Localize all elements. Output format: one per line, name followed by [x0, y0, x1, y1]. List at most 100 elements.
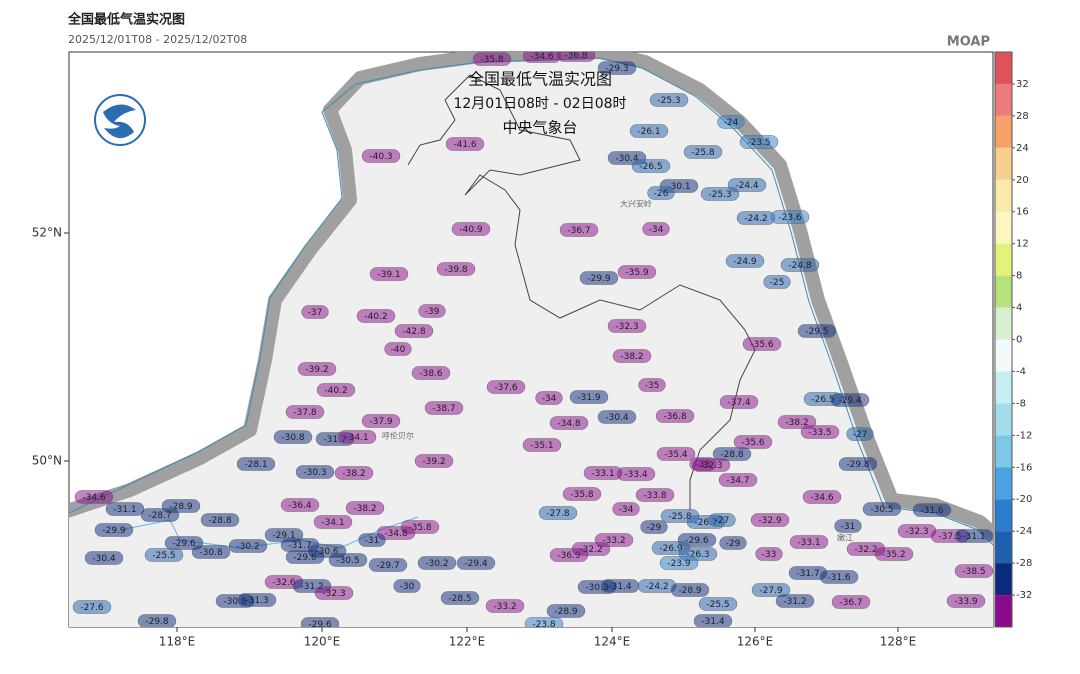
station-value: -29.7: [376, 561, 399, 571]
station-pill: [780, 258, 820, 272]
station: -34: [612, 502, 640, 516]
overlay-title: 全国最低气温实况图: [468, 70, 612, 89]
station-value: -36.7: [839, 598, 862, 608]
station: -25.3: [649, 93, 689, 107]
station-value: -39.1: [377, 270, 400, 280]
station: -33.8: [635, 488, 675, 502]
station-value: -30.8: [223, 597, 247, 607]
station-value: -30.2: [236, 542, 259, 552]
station-pill: [297, 362, 337, 376]
colorbar-label: -24: [1016, 526, 1032, 537]
station-value: -25.5: [706, 600, 729, 610]
station-value: -25.8: [668, 512, 692, 522]
station-value: -28.5: [448, 594, 471, 604]
station-pill: [562, 487, 602, 501]
station: -36.8: [556, 51, 596, 62]
station: -30.3: [295, 465, 335, 479]
station-value: -34.6: [810, 493, 834, 503]
station-value: -32.3: [615, 322, 638, 332]
colorbar-label: 28: [1016, 111, 1029, 122]
station-value: -37.8: [293, 408, 317, 418]
station-value: -32.6: [272, 578, 296, 588]
station-value: -29.4: [838, 396, 862, 406]
station: -34.1: [337, 430, 377, 444]
station: -40.9: [451, 222, 491, 236]
station: -29.6: [300, 617, 340, 630]
station: -28.8: [712, 447, 752, 461]
colorbar-segment: [995, 307, 1012, 340]
station: -36.8: [655, 409, 695, 423]
colorbar-label: 32: [1016, 79, 1029, 90]
station-value: -42.8: [402, 327, 426, 337]
station-pill: [719, 536, 747, 550]
station-pill: [777, 415, 817, 429]
station: -32.3: [897, 524, 937, 538]
station-pill: [411, 366, 451, 380]
station-value: -31.3: [245, 596, 268, 606]
station: -36.7: [831, 595, 871, 609]
station-value: -29.6: [308, 620, 332, 630]
station: -29.4: [830, 393, 870, 407]
station: -33.2: [485, 599, 525, 613]
station: -41.6: [445, 137, 485, 151]
station-value: -27.6: [80, 603, 104, 613]
station-value: -24.2: [744, 214, 767, 224]
station-value: -24.8: [788, 261, 812, 271]
station: -29.8: [838, 457, 878, 471]
station-value: -36.8: [564, 51, 588, 61]
station: -24.8: [780, 258, 820, 272]
station: -33: [755, 547, 783, 561]
station-pill: [451, 222, 491, 236]
station: -30.4: [84, 551, 124, 565]
station-value: -29.1: [272, 531, 295, 541]
place-label: 呼伦贝尔: [382, 431, 414, 441]
station-pill: [280, 498, 320, 512]
station-value: -28.9: [678, 586, 702, 596]
station-value: -25: [770, 278, 785, 288]
station: -31.1: [105, 502, 145, 516]
colorbar-segment: [995, 115, 1012, 148]
station: -34.6: [522, 52, 562, 63]
station-pill: [137, 614, 177, 627]
station-pill: [384, 342, 412, 356]
station-value: -40: [391, 345, 406, 355]
station-value: -28.7: [148, 511, 171, 521]
station-value: -38.6: [419, 369, 443, 379]
station-value: -30.4: [615, 154, 639, 164]
station-value: -31.1: [113, 505, 136, 515]
station: -34.8: [549, 416, 589, 430]
station-value: -38.2: [785, 418, 808, 428]
station-pill: [472, 52, 512, 66]
station-value: -37: [308, 308, 323, 318]
station-value: -29.8: [846, 460, 870, 470]
station-value: -26: [654, 189, 669, 199]
station: -40.2: [316, 383, 356, 397]
station-pill: [376, 526, 416, 540]
station-pill: [273, 430, 313, 444]
station-value: -28.9: [169, 502, 193, 512]
station: -31: [834, 519, 862, 533]
station-pill: [631, 159, 671, 173]
station-value: -26.1: [637, 127, 660, 137]
station-value: -34.6: [82, 493, 106, 503]
station-value: -27.8: [546, 509, 570, 519]
station-pill: [368, 558, 408, 572]
station-value: -40.3: [369, 152, 392, 162]
station-value: -29.6: [172, 539, 196, 549]
station: -31.1: [954, 529, 993, 543]
station-value: -35.6: [750, 340, 774, 350]
station-value: -25.3: [708, 190, 731, 200]
lon-label: 128°E: [880, 635, 917, 649]
station-value: -30.4: [605, 413, 629, 423]
station-pill: [642, 222, 670, 236]
station: -34.6: [802, 490, 842, 504]
station: -32.3: [691, 458, 731, 472]
station-pill: [797, 324, 837, 338]
colorbar-segment: [995, 52, 1012, 84]
logo: [94, 94, 146, 146]
station: -37.6: [486, 380, 526, 394]
station-value: -26.5: [639, 162, 662, 172]
station-pill: [535, 391, 563, 405]
colorbar-label: -32: [1016, 590, 1032, 601]
station-value: -25.5: [152, 551, 175, 561]
